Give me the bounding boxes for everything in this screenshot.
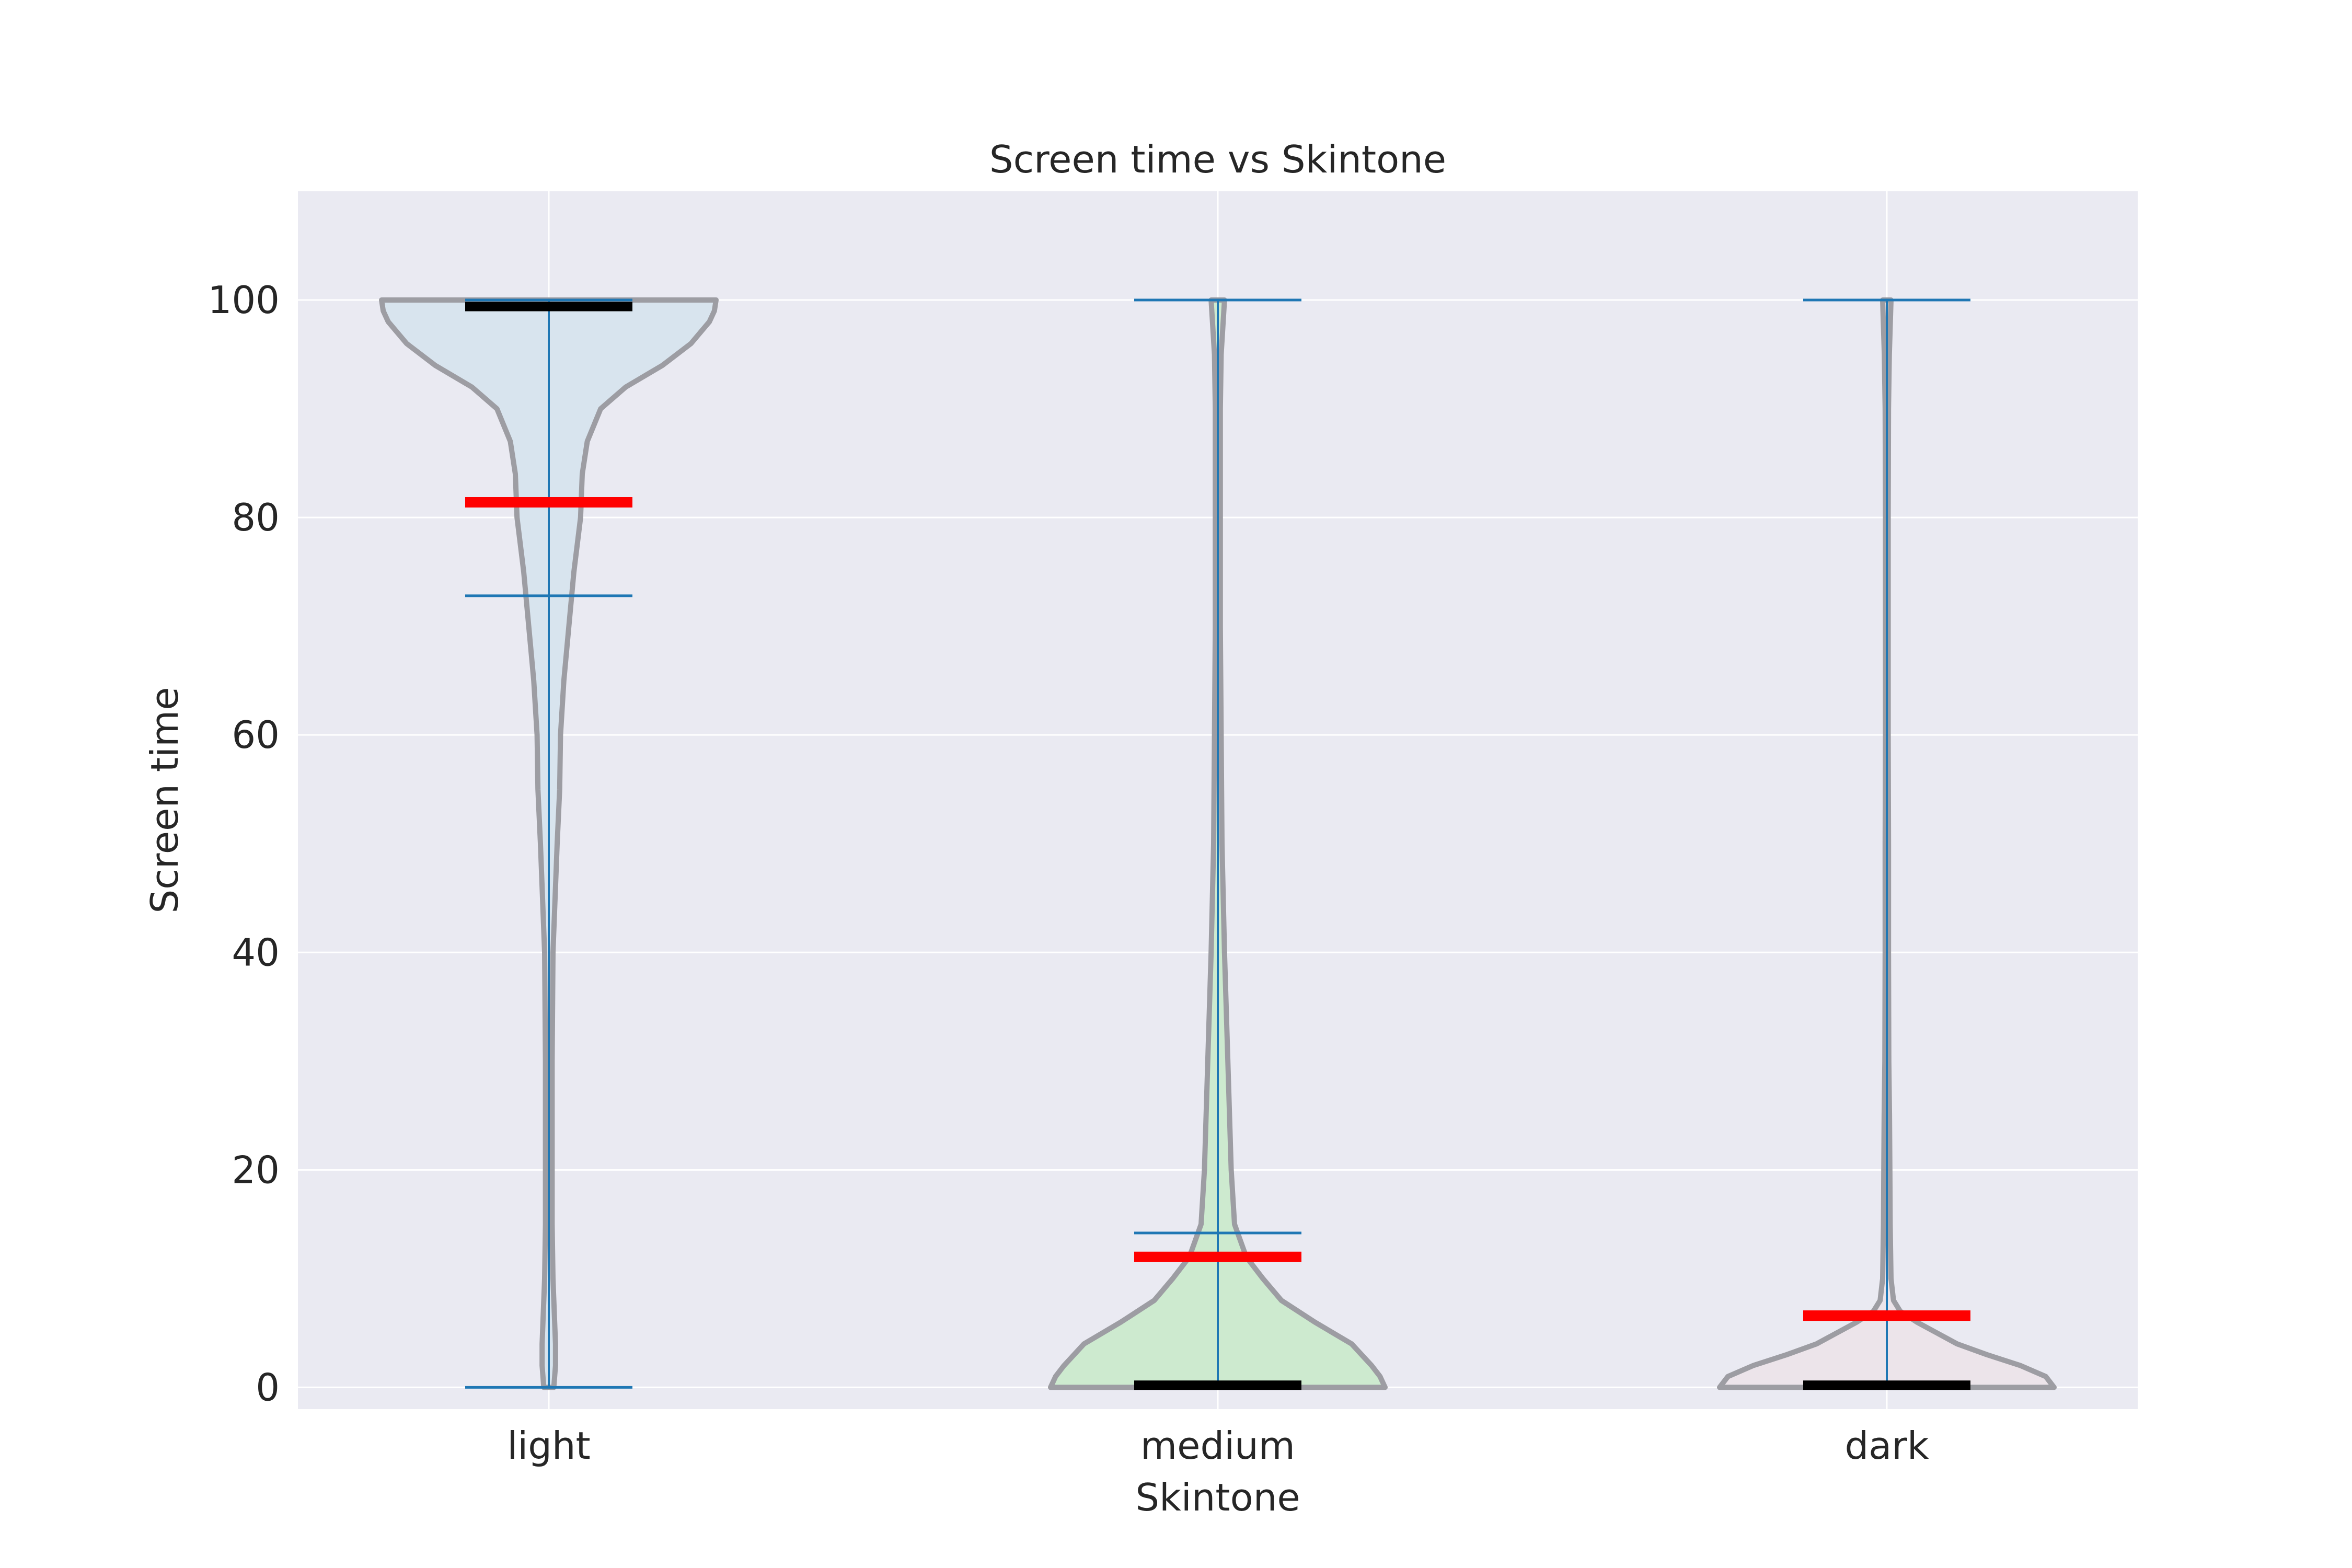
x-axis-label: Skintone: [1135, 1475, 1300, 1519]
x-tick-label: light: [507, 1424, 591, 1468]
y-tick-label: 20: [232, 1148, 280, 1192]
y-tick-label: 100: [208, 278, 280, 322]
y-tick-label: 80: [232, 495, 280, 539]
x-tick-label: dark: [1844, 1424, 1929, 1468]
violin-light: [379, 297, 719, 1390]
y-tick-label: 60: [232, 713, 280, 757]
x-tick-label: medium: [1140, 1424, 1295, 1468]
y-axis-ticks: 0 20 40 60 80 100: [208, 278, 280, 1409]
y-tick-label: 40: [232, 930, 280, 974]
chart-title: Screen time vs Skintone: [989, 137, 1446, 181]
x-axis-ticks: light medium dark: [507, 1424, 1929, 1468]
violin-medium: [1048, 297, 1388, 1390]
violins: [379, 297, 2057, 1390]
violin-dark: [1717, 297, 2057, 1390]
y-tick-label: 0: [256, 1365, 280, 1409]
y-axis-label: Screen time: [143, 687, 187, 913]
